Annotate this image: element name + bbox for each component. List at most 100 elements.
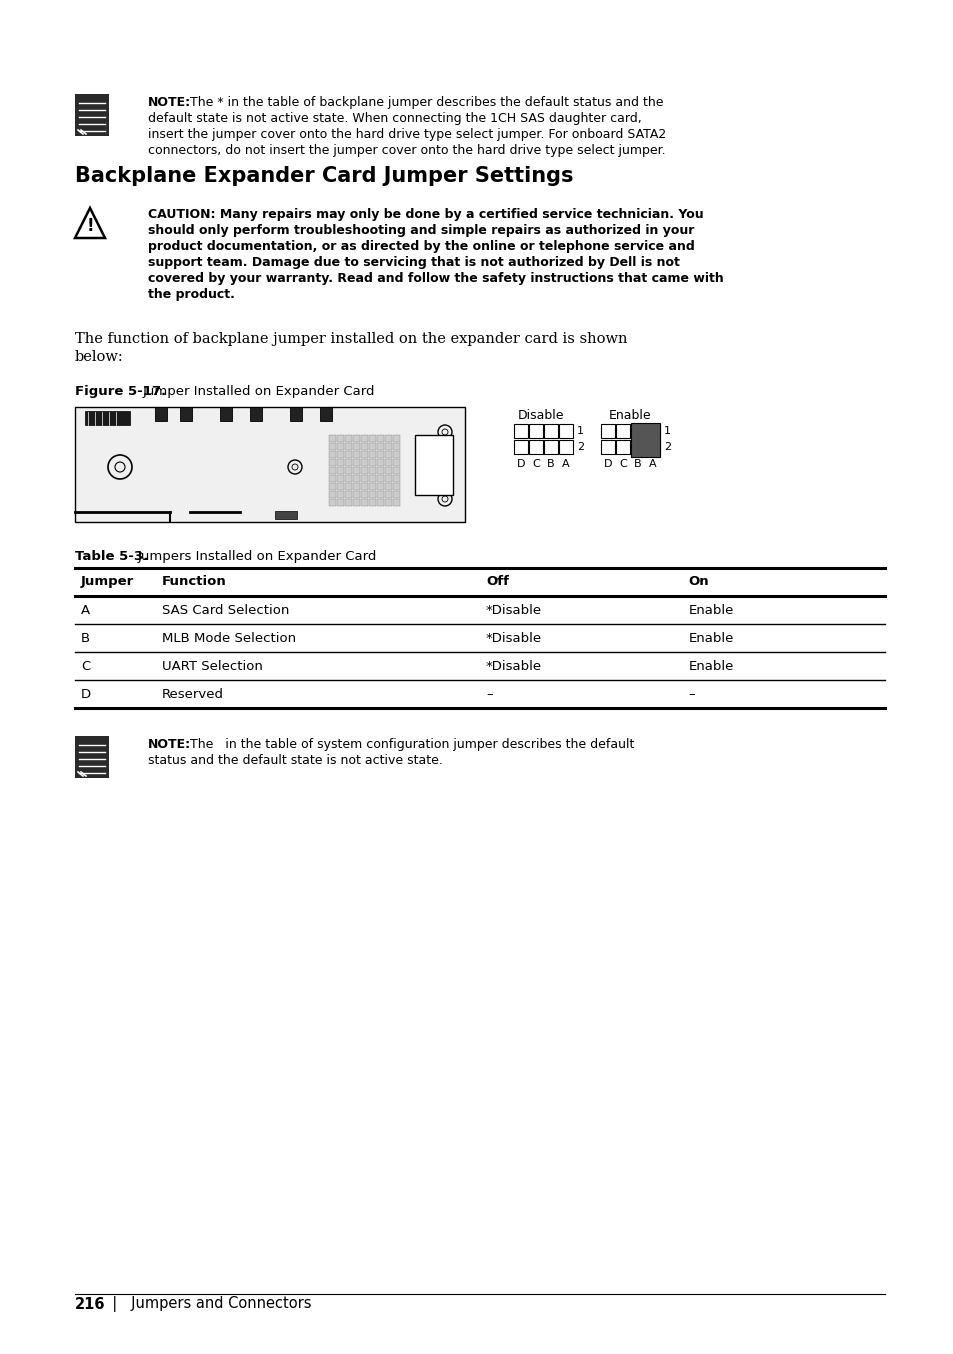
Text: C: C bbox=[532, 459, 539, 468]
FancyBboxPatch shape bbox=[274, 510, 296, 519]
FancyBboxPatch shape bbox=[345, 482, 352, 490]
FancyBboxPatch shape bbox=[337, 474, 344, 482]
FancyBboxPatch shape bbox=[337, 490, 344, 497]
FancyBboxPatch shape bbox=[354, 443, 360, 450]
FancyBboxPatch shape bbox=[369, 467, 376, 474]
Text: Function: Function bbox=[162, 575, 227, 588]
FancyBboxPatch shape bbox=[600, 424, 615, 437]
FancyBboxPatch shape bbox=[354, 467, 360, 474]
Text: CAUTION: Many repairs may only be done by a certified service technician. You: CAUTION: Many repairs may only be done b… bbox=[148, 209, 703, 221]
Text: –: – bbox=[688, 688, 695, 701]
Text: Jumper Installed on Expander Card: Jumper Installed on Expander Card bbox=[143, 385, 375, 398]
FancyBboxPatch shape bbox=[393, 490, 400, 497]
Text: 1: 1 bbox=[663, 427, 670, 436]
Text: The function of backplane jumper installed on the expander card is shown: The function of backplane jumper install… bbox=[75, 332, 627, 347]
Text: Enable: Enable bbox=[688, 604, 733, 617]
FancyBboxPatch shape bbox=[385, 451, 392, 458]
FancyBboxPatch shape bbox=[345, 451, 352, 458]
FancyBboxPatch shape bbox=[329, 474, 336, 482]
FancyBboxPatch shape bbox=[345, 474, 352, 482]
FancyBboxPatch shape bbox=[361, 459, 368, 466]
Text: UART Selection: UART Selection bbox=[162, 659, 263, 673]
Text: Table 5-3.: Table 5-3. bbox=[75, 550, 148, 563]
FancyBboxPatch shape bbox=[154, 408, 167, 421]
Text: product documentation, or as directed by the online or telephone service and: product documentation, or as directed by… bbox=[148, 240, 694, 253]
FancyBboxPatch shape bbox=[369, 474, 376, 482]
FancyBboxPatch shape bbox=[75, 408, 464, 523]
Text: The * in the table of backplane jumper describes the default status and the: The * in the table of backplane jumper d… bbox=[186, 96, 662, 110]
FancyBboxPatch shape bbox=[361, 451, 368, 458]
FancyBboxPatch shape bbox=[361, 474, 368, 482]
FancyBboxPatch shape bbox=[558, 440, 573, 454]
FancyBboxPatch shape bbox=[361, 443, 368, 450]
Text: Enable: Enable bbox=[688, 632, 733, 645]
FancyBboxPatch shape bbox=[558, 424, 573, 437]
FancyBboxPatch shape bbox=[85, 412, 130, 425]
FancyBboxPatch shape bbox=[369, 482, 376, 490]
FancyBboxPatch shape bbox=[345, 443, 352, 450]
FancyBboxPatch shape bbox=[345, 490, 352, 497]
FancyBboxPatch shape bbox=[377, 451, 384, 458]
FancyBboxPatch shape bbox=[345, 467, 352, 474]
FancyBboxPatch shape bbox=[393, 482, 400, 490]
Text: !: ! bbox=[86, 217, 93, 236]
FancyBboxPatch shape bbox=[220, 408, 232, 421]
Text: MLB Mode Selection: MLB Mode Selection bbox=[162, 632, 295, 645]
Text: status and the default state is not active state.: status and the default state is not acti… bbox=[148, 754, 442, 766]
FancyBboxPatch shape bbox=[377, 490, 384, 497]
FancyBboxPatch shape bbox=[354, 451, 360, 458]
FancyBboxPatch shape bbox=[75, 93, 109, 135]
FancyBboxPatch shape bbox=[354, 490, 360, 497]
FancyBboxPatch shape bbox=[377, 467, 384, 474]
FancyBboxPatch shape bbox=[543, 424, 558, 437]
FancyBboxPatch shape bbox=[250, 408, 262, 421]
Text: D: D bbox=[81, 688, 91, 701]
FancyBboxPatch shape bbox=[290, 408, 302, 421]
FancyBboxPatch shape bbox=[385, 443, 392, 450]
Text: On: On bbox=[688, 575, 708, 588]
FancyBboxPatch shape bbox=[600, 440, 615, 454]
Text: insert the jumper cover onto the hard drive type select jumper. For onboard SATA: insert the jumper cover onto the hard dr… bbox=[148, 129, 665, 141]
Text: Off: Off bbox=[485, 575, 509, 588]
FancyBboxPatch shape bbox=[345, 459, 352, 466]
Text: |   Jumpers and Connectors: | Jumpers and Connectors bbox=[103, 1296, 312, 1312]
FancyBboxPatch shape bbox=[385, 498, 392, 505]
FancyBboxPatch shape bbox=[377, 443, 384, 450]
Text: Enable: Enable bbox=[688, 659, 733, 673]
FancyBboxPatch shape bbox=[369, 443, 376, 450]
FancyBboxPatch shape bbox=[385, 467, 392, 474]
FancyBboxPatch shape bbox=[529, 440, 542, 454]
FancyBboxPatch shape bbox=[345, 435, 352, 441]
FancyBboxPatch shape bbox=[385, 490, 392, 497]
FancyBboxPatch shape bbox=[361, 482, 368, 490]
Text: NOTE:: NOTE: bbox=[148, 96, 191, 110]
FancyBboxPatch shape bbox=[385, 435, 392, 441]
FancyBboxPatch shape bbox=[393, 459, 400, 466]
FancyBboxPatch shape bbox=[385, 474, 392, 482]
Text: Jumper: Jumper bbox=[81, 575, 134, 588]
FancyBboxPatch shape bbox=[337, 459, 344, 466]
FancyBboxPatch shape bbox=[361, 435, 368, 441]
FancyBboxPatch shape bbox=[377, 459, 384, 466]
Text: *Disable: *Disable bbox=[485, 604, 541, 617]
Text: D: D bbox=[603, 459, 612, 468]
Text: 2: 2 bbox=[663, 441, 670, 452]
FancyBboxPatch shape bbox=[415, 435, 453, 496]
Text: 1: 1 bbox=[577, 427, 583, 436]
Text: –: – bbox=[485, 688, 492, 701]
Text: *Disable: *Disable bbox=[485, 659, 541, 673]
FancyBboxPatch shape bbox=[377, 474, 384, 482]
FancyBboxPatch shape bbox=[630, 422, 659, 458]
FancyBboxPatch shape bbox=[319, 408, 332, 421]
Text: Reserved: Reserved bbox=[162, 688, 224, 701]
FancyBboxPatch shape bbox=[377, 435, 384, 441]
Text: should only perform troubleshooting and simple repairs as authorized in your: should only perform troubleshooting and … bbox=[148, 223, 694, 237]
FancyBboxPatch shape bbox=[361, 498, 368, 505]
FancyBboxPatch shape bbox=[514, 424, 527, 437]
Text: A: A bbox=[648, 459, 656, 468]
Text: covered by your warranty. Read and follow the safety instructions that came with: covered by your warranty. Read and follo… bbox=[148, 272, 723, 284]
FancyBboxPatch shape bbox=[630, 424, 644, 437]
Text: A: A bbox=[561, 459, 569, 468]
Text: Jumpers Installed on Expander Card: Jumpers Installed on Expander Card bbox=[138, 550, 377, 563]
FancyBboxPatch shape bbox=[393, 467, 400, 474]
